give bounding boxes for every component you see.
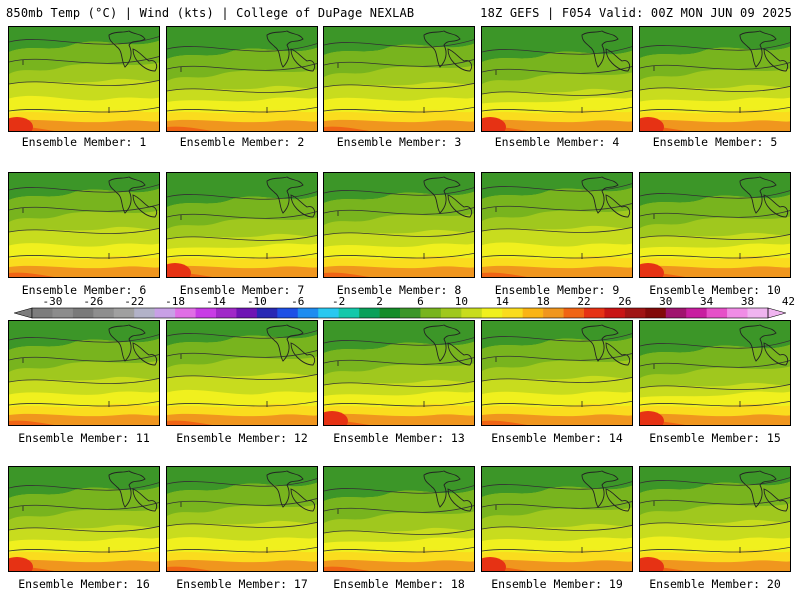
ensemble-member-label: Ensemble Member: 9: [494, 283, 620, 297]
colorbar-swatch: [93, 308, 115, 318]
colorbar-tick-label: 34: [700, 295, 714, 308]
ensemble-map-panel: [639, 320, 791, 426]
colorbar-swatch: [32, 308, 53, 318]
colorbar-swatch: [727, 308, 748, 318]
ensemble-map-panel: [323, 26, 475, 132]
colorbar-swatch: [686, 308, 707, 318]
ensemble-map-panel: [8, 172, 160, 278]
colorbar-swatch: [359, 308, 380, 318]
ensemble-member-label: Ensemble Member: 5: [652, 135, 778, 149]
colorbar-swatch: [563, 308, 585, 318]
colorbar-tick-label: -30: [42, 295, 63, 308]
colorbar-swatch: [134, 308, 155, 318]
ensemble-member-label: Ensemble Member: 11: [18, 431, 150, 445]
colorbar-swatch: [297, 308, 319, 318]
ensemble-member-label: Ensemble Member: 16: [18, 577, 150, 591]
colorbar-tick-label: -22: [124, 295, 145, 308]
colorbar-tick-label: 10: [454, 295, 468, 308]
colorbar-tick-label: 6: [417, 295, 424, 308]
ensemble-map-panel: [8, 466, 160, 572]
colorbar-swatch: [216, 308, 237, 318]
colorbar-tick-label: 38: [740, 295, 755, 308]
temperature-colorbar: [14, 307, 786, 319]
colorbar-tick-label: 2: [376, 295, 383, 308]
ensemble-map-panel: [481, 172, 633, 278]
ensemble-member-label: Ensemble Member: 8: [336, 283, 462, 297]
colorbar-tick-label: 26: [618, 295, 632, 308]
colorbar-swatch: [113, 308, 135, 318]
colorbar-swatch: [481, 308, 503, 318]
ensemble-member-label: Ensemble Member: 7: [179, 283, 305, 297]
colorbar-swatch: [645, 308, 667, 318]
ensemble-member-label: Ensemble Member: 17: [176, 577, 308, 591]
colorbar-swatch: [420, 308, 442, 318]
ensemble-member-label: Ensemble Member: 10: [649, 283, 781, 297]
ensemble-member-label: Ensemble Member: 3: [336, 135, 462, 149]
ensemble-map-panel: [639, 26, 791, 132]
ensemble-member-label: Ensemble Member: 4: [494, 135, 620, 149]
ensemble-map-panel: [481, 466, 633, 572]
colorbar-swatch: [440, 308, 462, 318]
colorbar-swatch: [379, 308, 401, 318]
colorbar-tick-label: -26: [83, 295, 104, 308]
ensemble-map-panel: [481, 26, 633, 132]
colorbar-tick-label: -10: [246, 295, 267, 308]
ensemble-member-label: Ensemble Member: 2: [179, 135, 305, 149]
colorbar-swatch: [461, 308, 483, 318]
ensemble-map-panel: [166, 466, 318, 572]
colorbar-swatch: [400, 308, 421, 318]
ensemble-map-panel: [8, 26, 160, 132]
colorbar-tick-label: -2: [332, 295, 346, 308]
ensemble-map-panel: [639, 466, 791, 572]
colorbar-swatch: [706, 308, 728, 318]
ensemble-map-panel: [166, 26, 318, 132]
colorbar-swatch: [502, 308, 523, 318]
colorbar-swatch: [154, 308, 176, 318]
ensemble-map-panel: [323, 466, 475, 572]
ensemble-map-panel: [481, 320, 633, 426]
ensemble-map-panel: [323, 172, 475, 278]
colorbar-swatch: [522, 308, 544, 318]
colorbar-tick-label: 14: [495, 295, 509, 308]
colorbar-tick-label: 30: [659, 295, 673, 308]
colorbar-swatch: [175, 308, 196, 318]
ensemble-map-panel: [639, 172, 791, 278]
ensemble-member-label: Ensemble Member: 1: [21, 135, 147, 149]
ensemble-map-panel: [166, 172, 318, 278]
colorbar-swatch: [236, 308, 258, 318]
ensemble-member-label: Ensemble Member: 12: [176, 431, 308, 445]
colorbar-swatch: [72, 308, 94, 318]
colorbar-tick-label: 22: [577, 295, 591, 308]
ensemble-map-panel: [323, 320, 475, 426]
colorbar-swatch: [543, 308, 564, 318]
colorbar-swatch: [195, 308, 217, 318]
ensemble-member-label: Ensemble Member: 18: [333, 577, 465, 591]
chart-title: 850mb Temp (°C) | Wind (kts) | College o…: [6, 6, 415, 20]
colorbar-swatch: [604, 308, 626, 318]
colorbar-swatch: [338, 308, 360, 318]
colorbar-swatch: [624, 308, 646, 318]
ensemble-map-panel: [8, 320, 160, 426]
colorbar-swatch: [318, 308, 339, 318]
ensemble-member-label: Ensemble Member: 14: [491, 431, 623, 445]
colorbar-swatch: [665, 308, 687, 318]
colorbar-swatch: [52, 308, 74, 318]
ensemble-member-label: Ensemble Member: 19: [491, 577, 623, 591]
ensemble-member-label: Ensemble Member: 6: [21, 283, 147, 297]
colorbar-tick-label: -6: [291, 295, 305, 308]
ensemble-member-label: Ensemble Member: 15: [649, 431, 781, 445]
colorbar-tick-label: -18: [165, 295, 186, 308]
model-run-info: 18Z GEFS | F054 Valid: 00Z MON JUN 09 20…: [480, 6, 792, 20]
colorbar-tick-label: 42: [781, 295, 796, 308]
ensemble-member-label: Ensemble Member: 13: [333, 431, 465, 445]
colorbar-tick-label: -14: [206, 295, 226, 308]
ensemble-map-panel: [166, 320, 318, 426]
colorbar-swatch: [584, 308, 605, 318]
colorbar-swatch: [747, 308, 769, 318]
colorbar-tick-label: 18: [536, 295, 550, 308]
colorbar-swatch: [256, 308, 278, 318]
ensemble-member-label: Ensemble Member: 20: [649, 577, 781, 591]
colorbar-swatch: [277, 308, 299, 318]
